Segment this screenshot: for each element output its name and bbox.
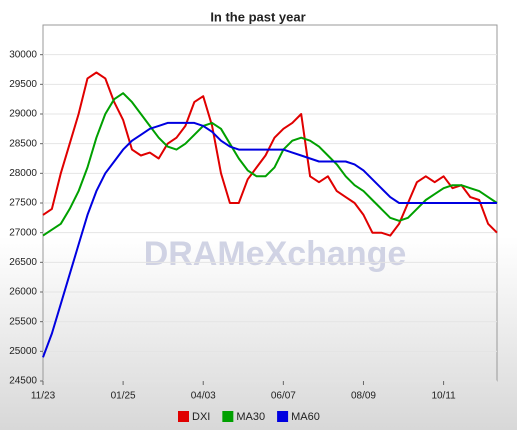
y-tick-label: 25500 [9,316,37,327]
legend-swatch [178,411,189,422]
y-tick-label: 26500 [9,257,37,268]
y-tick-label: 29500 [9,79,37,90]
x-tick-label: 10/11 [431,391,456,402]
legend-swatch [222,411,234,422]
legend-label: MA30 [236,411,265,423]
line-series [42,92,498,237]
y-tick-label: 24500 [9,376,37,387]
x-tick-label: 08/09 [351,391,376,402]
y-tick-label: 26000 [9,287,37,298]
legend-label: DXI [192,411,210,423]
y-tick-label: 28000 [9,168,37,179]
line-series [42,71,498,237]
x-tick-label: 11/23 [31,391,56,402]
watermark: DRAMeXchange [144,235,407,273]
x-tick-label: 06/07 [271,391,296,402]
y-tick-label: 29000 [9,109,37,120]
legend-label: MA60 [291,411,320,423]
line-series [42,121,497,358]
x-tick-label: 01/25 [111,391,136,402]
y-tick-label: 30000 [9,49,37,60]
x-tick-label: 04/03 [191,391,216,402]
chart-title: In the past year [210,9,305,24]
y-tick-label: 27500 [9,198,37,209]
legend-swatch [277,411,289,422]
y-tick-label: 27000 [9,227,37,238]
y-tick-label: 28500 [9,138,37,149]
y-tick-label: 25000 [9,346,37,357]
